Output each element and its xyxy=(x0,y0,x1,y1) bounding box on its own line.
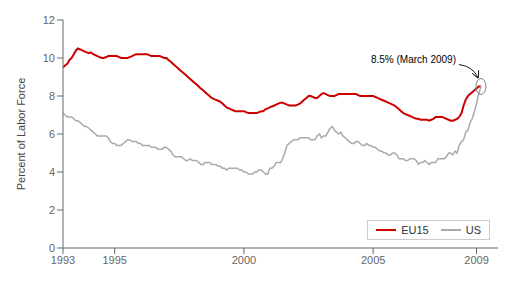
html-text:US: US xyxy=(465,224,481,236)
svg-text:8: 8 xyxy=(49,90,55,102)
svg-text:1995: 1995 xyxy=(102,254,126,266)
svg-text:4: 4 xyxy=(49,166,55,178)
svg-text:2000: 2000 xyxy=(232,254,256,266)
svg-text:Percent of Labor Force: Percent of Labor Force xyxy=(15,78,27,191)
html-text:EU15: EU15 xyxy=(401,224,429,236)
svg-text:6: 6 xyxy=(49,128,55,140)
svg-text:8.5% (March 2009): 8.5% (March 2009) xyxy=(371,54,456,65)
svg-text:1993: 1993 xyxy=(51,254,75,266)
svg-text:2: 2 xyxy=(49,204,55,216)
svg-text:12: 12 xyxy=(43,14,55,26)
svg-text:2005: 2005 xyxy=(361,254,385,266)
svg-text:0: 0 xyxy=(49,242,55,254)
svg-text:2009: 2009 xyxy=(464,254,488,266)
svg-text:10: 10 xyxy=(43,52,55,64)
